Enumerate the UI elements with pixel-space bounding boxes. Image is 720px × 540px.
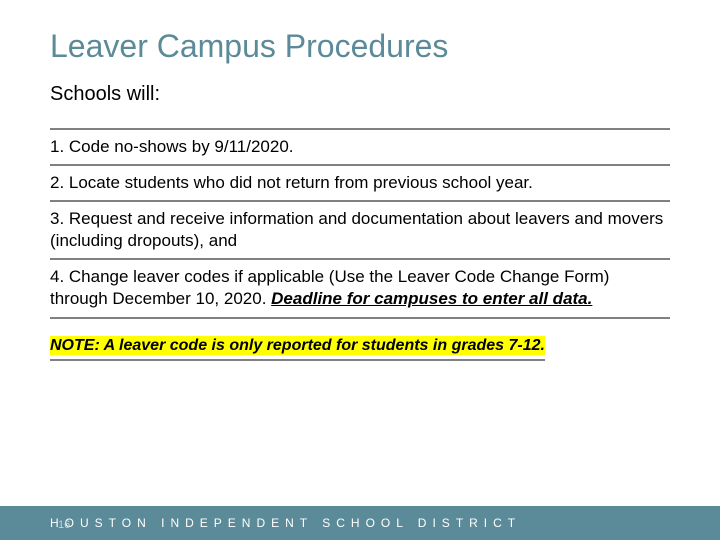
slide-title: Leaver Campus Procedures xyxy=(50,28,670,65)
slide-subtitle: Schools will: xyxy=(50,83,670,106)
note-text: A leaver code is only reported for stude… xyxy=(100,336,545,355)
list-item: 4. Change leaver codes if applicable (Us… xyxy=(50,260,670,316)
footer-bar: HOUSTON INDEPENDENT SCHOOL DISTRICT xyxy=(0,506,720,540)
list-item: 1. Code no-shows by 9/11/2020. xyxy=(50,130,670,164)
page-number: 16 xyxy=(58,519,70,531)
note-block: NOTE: A leaver code is only reported for… xyxy=(50,337,545,361)
footer-text: HOUSTON INDEPENDENT SCHOOL DISTRICT xyxy=(50,516,521,530)
item-emphasis: Deadline for campuses to enter all data. xyxy=(271,289,592,308)
note-label: NOTE: xyxy=(50,336,100,355)
list-item: 3. Request and receive information and d… xyxy=(50,202,670,258)
divider xyxy=(50,317,670,319)
list-item: 2. Locate students who did not return fr… xyxy=(50,166,670,200)
